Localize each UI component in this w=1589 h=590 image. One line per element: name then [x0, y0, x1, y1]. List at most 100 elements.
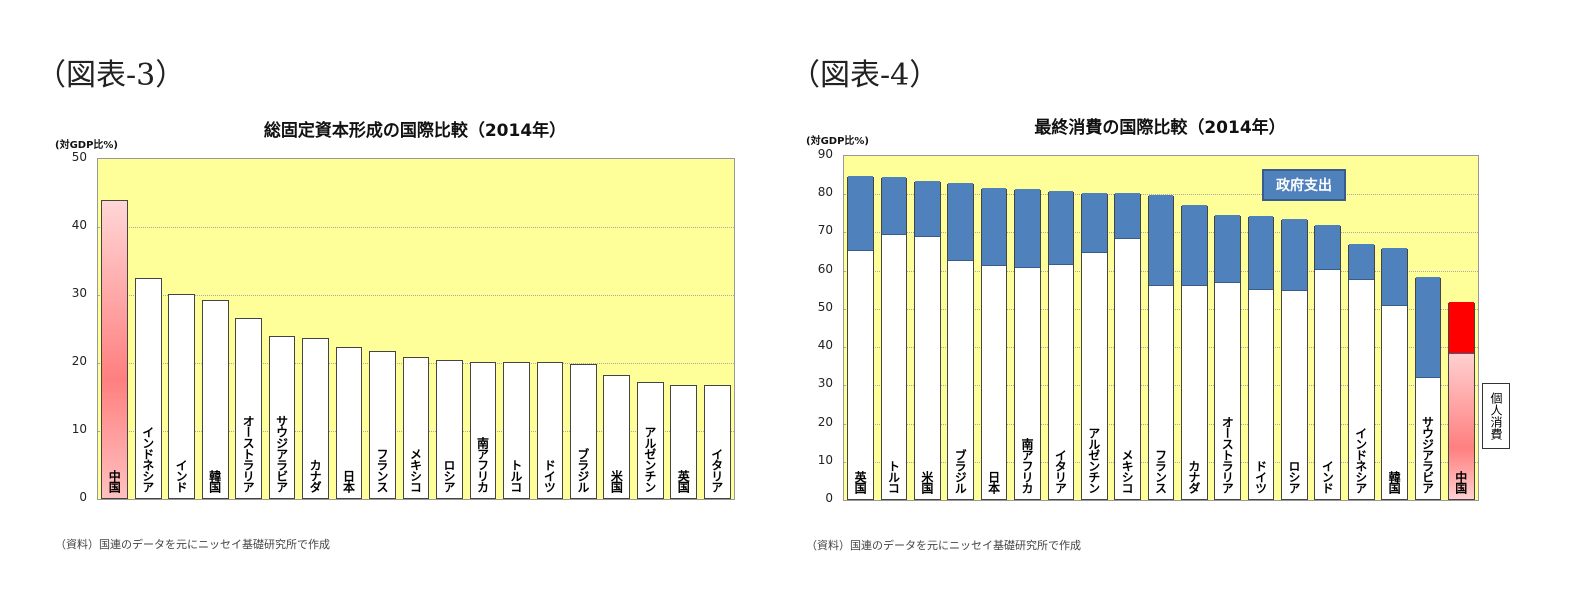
chart2-title: 最終消費の国際比較（2014年）	[1034, 118, 1286, 138]
bar-9: メキシコ	[402, 356, 430, 499]
x-category-label: 南アフリカ	[475, 436, 490, 492]
bar-14: インド	[1314, 225, 1342, 500]
bar-7: 日本	[335, 347, 363, 499]
bar-segment-private-consumption	[1215, 283, 1241, 499]
y-tick-label: 20	[817, 414, 833, 429]
x-category-label: イタリア	[1053, 448, 1068, 493]
bar-segment-government-spending	[1015, 189, 1040, 268]
bar-segment-private-consumption	[948, 260, 974, 499]
bar-10: ロシア	[436, 359, 463, 499]
bar-segment-private-consumption	[1182, 285, 1207, 499]
bar-segment-private-consumption	[1015, 267, 1040, 499]
callout-government-spending: 政府支出	[1262, 169, 1346, 201]
bar-2: インド	[168, 293, 196, 499]
x-category-label: サウジアラビア	[1420, 415, 1435, 493]
bar-segment-government-spending	[948, 182, 974, 261]
x-category-label: トルコ	[508, 458, 523, 492]
bar-3: 韓国	[201, 299, 229, 499]
x-category-label: 韓国	[207, 469, 222, 492]
x-category-label: 英国	[676, 469, 691, 492]
bar-segment-private-consumption	[848, 250, 874, 499]
y-tick-label: 10	[71, 422, 87, 436]
bar-6: カナダ	[302, 337, 329, 499]
x-category-label: 英国	[853, 470, 868, 493]
bar-segment-private-consumption	[981, 265, 1007, 499]
bar-segment-government-spending	[915, 181, 940, 238]
bar-17: 英国	[670, 384, 698, 499]
callout-private-consumption: 個人消費	[1482, 383, 1510, 449]
gridline	[98, 295, 734, 296]
bar-8: フランス	[369, 350, 396, 499]
bar-segment-government-spending	[1081, 192, 1107, 254]
x-category-label: フランス	[1153, 448, 1168, 493]
y-tick-label: 0	[825, 491, 833, 505]
chart1-title: 総固定資本形成の国際比較（2014年）	[263, 121, 567, 141]
x-category-label: 米国	[609, 469, 624, 492]
y-tick-label: 40	[71, 218, 87, 232]
chart2-plot-area: 英国 トルコ 米国 ブラジル 日本 南アフリカ イタリア アルゼンチン メキシコ フランス カナダ オ…	[843, 155, 1479, 501]
y-tick-label: 80	[817, 185, 833, 200]
bar-9: フランス	[1147, 194, 1175, 500]
bar-segment-private-consumption	[1415, 377, 1441, 499]
y-tick-label: 70	[817, 223, 833, 238]
chart2-y-unit: (対GDP比%)	[806, 136, 869, 147]
x-category-label: インドネシア	[140, 426, 155, 492]
bar-segment-government-spending	[848, 176, 874, 251]
bar-13: ドイツ	[536, 362, 564, 499]
bar-segment-private-consumption	[1348, 279, 1374, 499]
x-category-label: サウジアラビア	[274, 414, 289, 492]
bar-segment-private-consumption	[1315, 269, 1341, 499]
bar-segment-government-spending	[1448, 302, 1474, 354]
source-note-1: （資料）国連のデータを元にニッセイ基礎研究所で作成	[55, 538, 330, 551]
bar-segment-government-spending	[1248, 215, 1274, 290]
bar-segment-government-spending	[1348, 243, 1374, 280]
x-category-label: オーストラリア	[241, 414, 256, 492]
x-category-label: イタリア	[709, 447, 724, 492]
bar-segment-government-spending	[981, 188, 1007, 266]
bar-11: オーストラリア	[1214, 215, 1242, 500]
bar-2: 米国	[914, 181, 941, 500]
chart1-plot-area: 中国 インドネシア インド 韓国 オーストラリア サウジアラビアカナダ 日本 フランス メキシコ…	[97, 158, 735, 500]
x-category-label: メキシコ	[408, 447, 423, 492]
x-category-label: アルゼンチン	[642, 425, 657, 492]
bar-15: 米国	[603, 374, 631, 499]
bar-segment-private-consumption	[1282, 290, 1307, 499]
bar-segment-private-consumption	[1148, 286, 1174, 499]
x-category-label: オーストラリア	[1220, 415, 1235, 493]
bar-segment-government-spending	[1382, 248, 1407, 306]
y-tick-label: 60	[817, 261, 833, 276]
y-tick-label: 50	[817, 299, 833, 314]
figure-label-4: （図表-4）	[790, 58, 940, 93]
bar-segment-private-consumption	[1448, 353, 1474, 499]
y-tick-label: 30	[71, 286, 87, 300]
bar-4: 日本	[980, 188, 1008, 500]
bar-0: 中国	[101, 199, 129, 499]
x-category-label: インドネシア	[1353, 426, 1368, 493]
x-category-label: 韓国	[1387, 470, 1402, 493]
x-category-label: 日本	[986, 470, 1001, 493]
bar-1: インドネシア	[134, 278, 162, 499]
bar-segment-government-spending	[1282, 219, 1307, 291]
bar-segment-private-consumption	[1081, 253, 1107, 499]
x-category-label: 米国	[919, 470, 934, 493]
bar-13: ロシア	[1281, 219, 1308, 500]
bar-segment-government-spending	[1115, 192, 1140, 240]
x-category-label: メキシコ	[1120, 448, 1135, 493]
bar-8: メキシコ	[1114, 192, 1141, 500]
bar-10: カナダ	[1181, 205, 1208, 500]
x-category-label: ブラジル	[953, 448, 968, 493]
x-category-label: 中国	[1453, 470, 1468, 493]
y-tick-label: 30	[817, 376, 833, 391]
y-tick-label: 20	[71, 354, 87, 368]
bar-16: 韓国	[1381, 248, 1408, 500]
bar-6: イタリア	[1047, 190, 1075, 500]
bar-18: イタリア	[703, 385, 731, 499]
bar-segment-government-spending	[881, 176, 907, 236]
x-category-label: ロシア	[441, 458, 456, 492]
x-category-label: フランス	[375, 447, 390, 492]
figure-label-3: （図表-3）	[36, 58, 186, 93]
x-category-label: カナダ	[1186, 459, 1201, 493]
x-category-label: カナダ	[308, 458, 323, 492]
source-note-2: （資料）国連のデータを元にニッセイ基礎研究所で作成	[806, 539, 1081, 552]
bar-17: サウジアラビア	[1414, 277, 1442, 500]
